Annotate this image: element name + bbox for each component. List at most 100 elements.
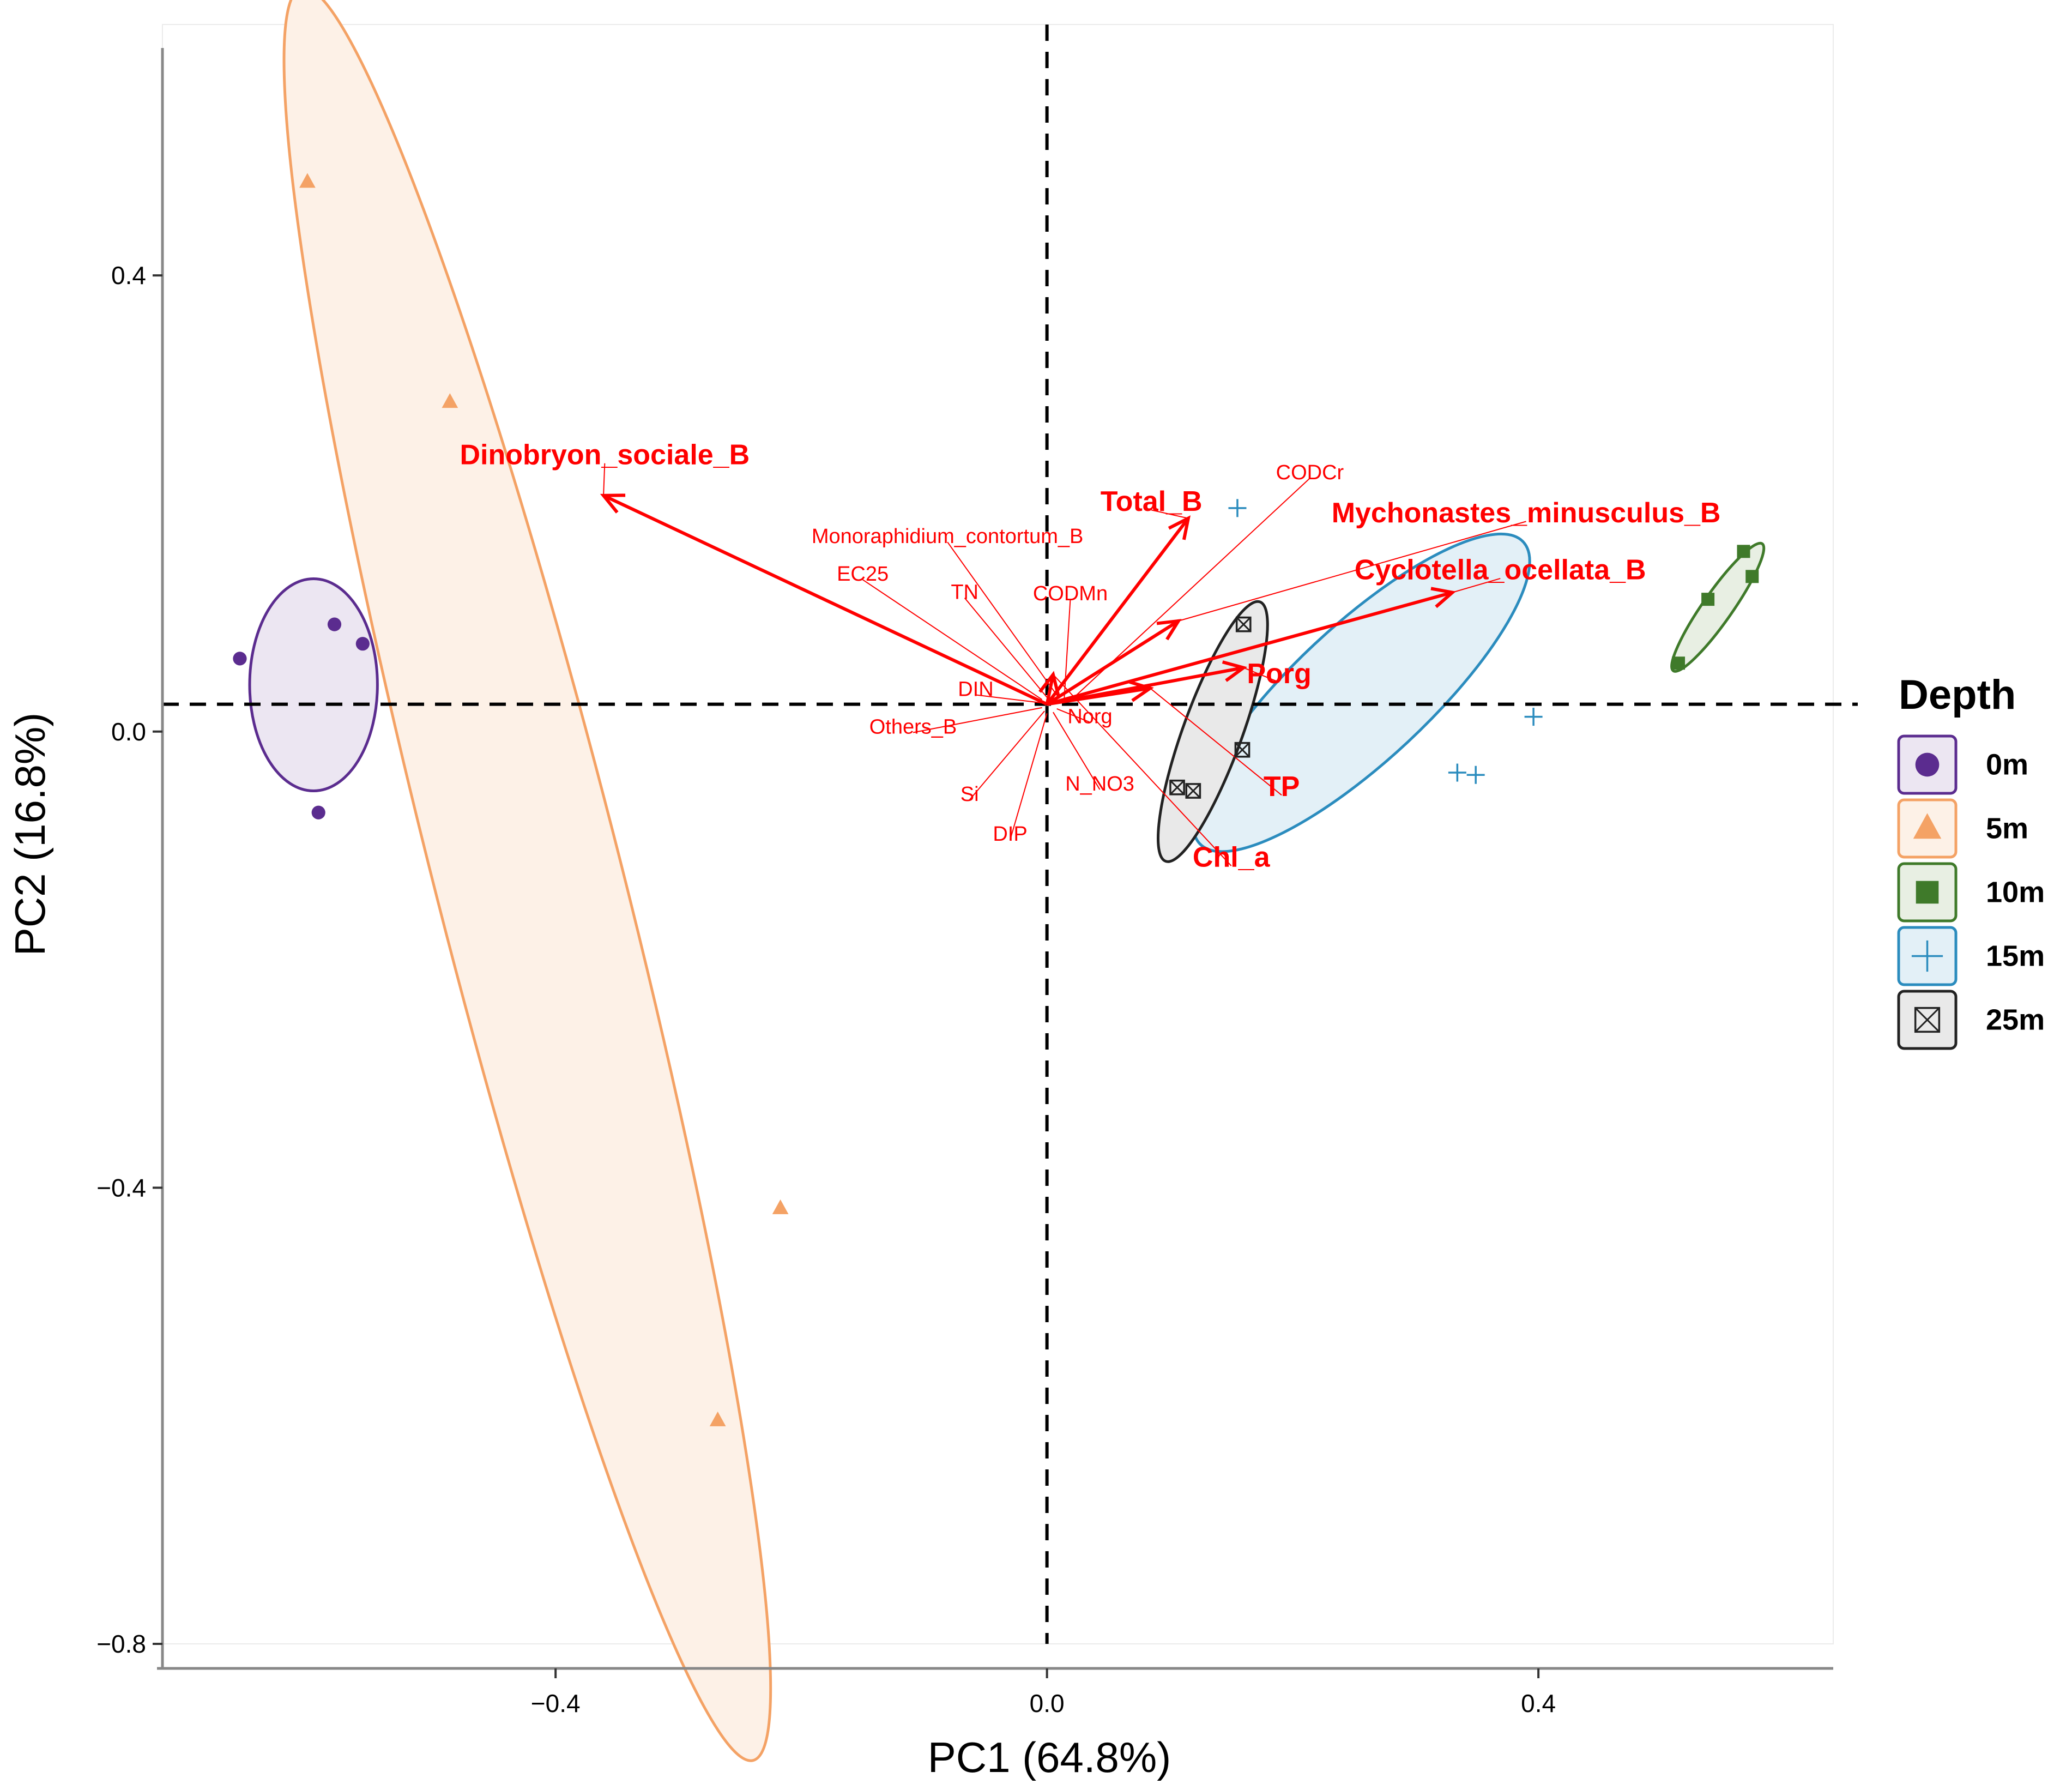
legend-label-25m: 25m — [1986, 1004, 2045, 1036]
point-25m-1-d2 — [1236, 617, 1251, 632]
loading-leader-DIP — [1010, 713, 1048, 840]
reference-lines — [162, 25, 1858, 1644]
loading-leader-CODMn — [1064, 599, 1071, 700]
sample-points — [233, 173, 1759, 1426]
legend-marker-5m — [1913, 813, 1942, 839]
loading-label-CODMn: CODMn — [1033, 582, 1108, 605]
legend-marker-15m — [1911, 940, 1943, 972]
loading-arrow-Mychonastes_minusculus_B — [1046, 619, 1180, 706]
point-25m-1 — [1235, 616, 1252, 632]
point-25m-2 — [1234, 742, 1251, 758]
point-25m-1-box — [1235, 616, 1252, 632]
loading-leader-Si — [969, 710, 1045, 800]
loading-label-Dinobryon_sociale_B: Dinobryon_sociale_B — [460, 439, 750, 471]
point-25m-3-box — [1169, 779, 1185, 795]
loading-leader-Cyclotella_ocellata_B — [1452, 577, 1501, 593]
point-15m-1 — [1228, 499, 1247, 517]
loading-leader-TN — [964, 598, 1048, 698]
loading-label-TP: TP — [1264, 771, 1300, 803]
point-5m-3 — [772, 1199, 789, 1214]
loading-label-Chl_a: Chl_a — [1193, 842, 1271, 873]
y-tick-label-2: −0.4 — [96, 1173, 146, 1202]
legend-label-0m: 0m — [1986, 749, 2028, 781]
point-0m-3 — [355, 637, 370, 651]
point-0m-1 — [233, 652, 247, 666]
loading-leader-Others_B — [913, 707, 1042, 733]
point-25m-3-d2 — [1169, 780, 1185, 795]
point-25m-3 — [1169, 779, 1185, 795]
legend-label-10m: 10m — [1986, 876, 2045, 909]
point-15m-3 — [1448, 763, 1466, 782]
loading-label-Si: Si — [961, 783, 979, 806]
loading-label-Monoraphidium_contortum_B: Monoraphidium_contortum_B — [812, 525, 1084, 548]
loading-label-Porg: Porg — [1247, 658, 1311, 690]
legend-marker-10m — [1916, 881, 1939, 904]
legend-label-15m: 15m — [1986, 940, 2045, 973]
loading-label-Others_B: Others_B — [869, 716, 957, 739]
loading-leader-TP — [1150, 688, 1282, 796]
point-10m-1 — [1737, 545, 1750, 558]
point-10m-4 — [1672, 656, 1686, 670]
ellipse-0m — [248, 577, 379, 793]
ellipse-15m — [1192, 532, 1531, 853]
loading-arrow-Dinobryon_sociale_B — [602, 494, 1048, 706]
loading-arrow-Chl_a — [1045, 674, 1055, 705]
point-5m-1 — [299, 173, 316, 188]
loading-label-EC25: EC25 — [837, 563, 889, 586]
legend-title: Depth — [1899, 672, 2016, 718]
x-tick-label-0: −0.4 — [531, 1689, 581, 1717]
loading-label-TN: TN — [951, 581, 978, 604]
point-10m-2 — [1701, 593, 1715, 606]
point-25m-2-box — [1234, 742, 1251, 758]
loading-label-Mychonastes_minusculus_B: Mychonastes_minusculus_B — [1332, 497, 1721, 529]
point-5m-4 — [709, 1411, 726, 1426]
point-25m-4-d2 — [1186, 783, 1201, 799]
legend-items: 0m 5m 10m 15m 25m — [1897, 734, 2045, 1050]
loading-leader-Total_B — [1151, 509, 1189, 519]
loading-label-DIN: DIN — [958, 678, 993, 701]
x-axis-title: PC1 (64.8%) — [928, 1733, 1171, 1781]
y-axis-title: PC2 (16.8%) — [6, 713, 54, 956]
point-25m-4-box — [1185, 783, 1201, 799]
legend-marker-25m — [1914, 1007, 1941, 1033]
point-25m-4 — [1185, 783, 1201, 799]
loading-labels: Dinobryon_sociale_B Total_B Mychonastes_mi… — [460, 439, 1720, 873]
loading-leader-Norg — [1056, 708, 1090, 723]
point-10m-3 — [1745, 570, 1759, 583]
point-0m-4 — [311, 805, 325, 819]
loading-leader-CODCr — [1073, 478, 1310, 698]
loading-label-N_NO3: N_NO3 — [1065, 773, 1134, 795]
loading-leader-N_NO3 — [1053, 712, 1101, 790]
point-0m-2 — [327, 617, 342, 631]
point-25m-2-d2 — [1235, 742, 1250, 757]
loading-label-CODCr: CODCr — [1276, 461, 1344, 484]
y-tick-label-1: 0.0 — [111, 718, 146, 746]
ellipse-5m — [282, 0, 772, 1762]
loading-leader-Porg — [1243, 667, 1279, 683]
loading-leader-Mychonastes_minusculus_B — [1178, 521, 1526, 622]
x-tick-label-2: 0.4 — [1521, 1689, 1556, 1717]
loading-arrow-Cyclotella_ocellata_B — [1046, 590, 1453, 706]
legend-marker-0m — [1915, 752, 1940, 777]
legend: Depth 0m 5m 10m 15m 25m — [1897, 672, 2045, 1050]
loading-leader-Chl_a — [1053, 674, 1232, 866]
loading-label-Cyclotella_ocellata_B: Cyclotella_ocellata_B — [1355, 555, 1646, 586]
loading-label-Total_B: Total_B — [1101, 486, 1203, 517]
x-tick-label-1: 0.0 — [1030, 1689, 1065, 1717]
loading-leader-DIN — [975, 694, 1044, 704]
legend-label-5m: 5m — [1986, 812, 2028, 845]
loading-vectors — [600, 463, 1526, 866]
y-tick-label-3: −0.8 — [96, 1630, 146, 1658]
loading-arrow-TP — [1047, 686, 1151, 706]
legend-marker-25m-box — [1914, 1007, 1941, 1033]
axes: −0.4 0.0 0.4 0.4 0.0 −0.4 −0.8 — [96, 48, 1833, 1717]
y-tick-label-0: 0.4 — [111, 261, 146, 290]
loading-leader-Monoraphidium_contortum_B — [947, 541, 1060, 699]
loading-leader-Dinobryon_sociale_B — [603, 463, 606, 496]
legend-marker-25m-d2 — [1914, 1007, 1940, 1033]
point-15m-4 — [1466, 766, 1485, 784]
loading-label-DIP: DIP — [993, 823, 1027, 846]
loading-arrow-Total_B — [1046, 517, 1190, 706]
loading-leader-EC25 — [862, 579, 1043, 701]
